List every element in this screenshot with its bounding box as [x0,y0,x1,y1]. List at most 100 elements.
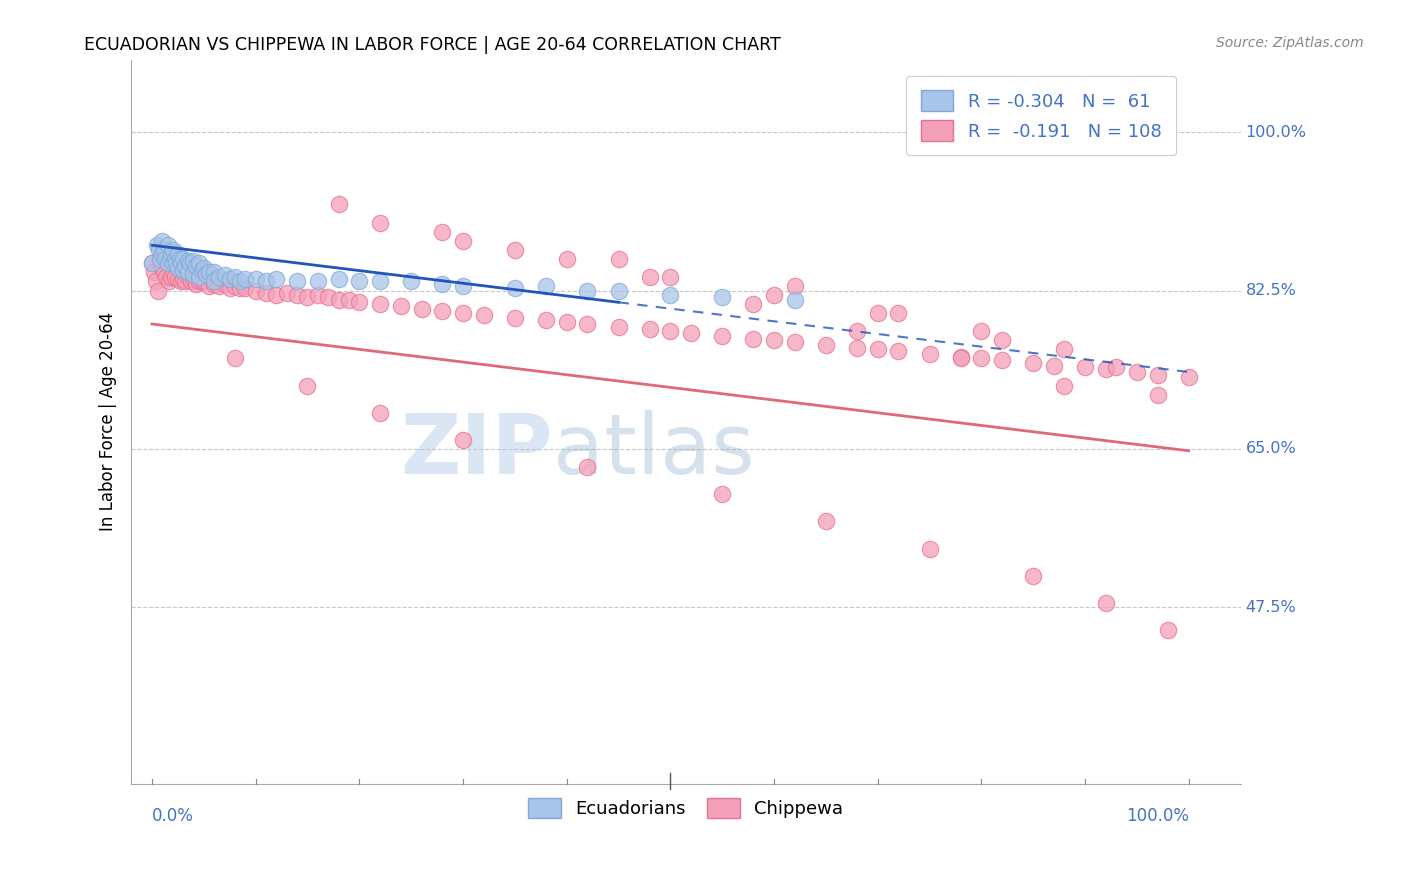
Point [866,306,889,320]
Point [411,301,433,316]
Point [233,281,256,295]
Point [174,275,197,289]
Point [229,281,252,295]
Point [607,319,630,334]
Point [451,279,474,293]
Point [198,279,221,293]
Point [177,253,200,268]
Point [1022,356,1045,370]
Point [887,344,910,359]
Point [742,331,765,345]
Point [368,297,391,311]
Point [202,265,225,279]
Point [297,378,319,392]
Point [183,253,205,268]
Point [218,281,240,295]
Point [193,275,215,289]
Text: atlas: atlas [553,410,755,491]
Point [451,234,474,248]
Point [285,275,308,289]
Point [150,234,173,248]
Point [1094,362,1116,376]
Point [159,252,181,266]
Point [763,288,786,302]
Point [711,290,734,304]
Point [153,265,176,279]
Point [503,243,526,257]
Point [432,225,454,239]
Point [172,262,194,277]
Point [638,322,661,336]
Point [174,259,197,273]
Point [190,275,212,289]
Point [970,351,993,366]
Point [576,317,599,331]
Point [145,275,167,289]
Point [1043,359,1066,373]
Point [711,487,734,501]
Point [159,247,181,261]
Point [214,277,236,292]
Point [638,269,661,284]
Point [503,310,526,325]
Point [157,275,180,289]
Point [172,252,194,266]
Point [866,343,889,357]
Point [1126,365,1149,379]
Point [297,290,319,304]
Point [576,460,599,475]
Point [141,256,163,270]
Text: 82.5%: 82.5% [1246,283,1296,298]
Point [156,256,179,270]
Point [155,269,177,284]
Point [432,277,454,292]
Point [170,256,193,270]
Point [208,269,231,284]
Point [814,338,837,352]
Point [555,252,578,266]
Point [159,269,181,284]
Point [190,262,212,277]
Point [349,275,371,289]
Point [368,406,391,420]
Point [266,271,288,285]
Point [276,286,298,301]
Point [162,243,184,257]
Point [846,324,869,338]
Point [555,315,578,329]
Point [918,347,941,361]
Point [167,247,190,261]
Point [194,267,217,281]
Point [233,271,256,285]
Point [1146,387,1168,401]
Point [1157,623,1180,637]
Point [534,313,557,327]
Point [208,279,231,293]
Point [163,269,186,284]
Point [307,288,329,302]
Point [607,252,630,266]
Point [162,265,184,279]
Point [887,306,910,320]
Point [783,293,806,307]
Point [814,515,837,529]
Point [183,267,205,281]
Point [193,260,215,275]
Point [472,308,495,322]
Point [224,269,246,284]
Point [148,284,170,298]
Point [349,295,371,310]
Legend: Ecuadorians, Chippewa: Ecuadorians, Chippewa [522,790,851,826]
Point [198,265,221,279]
Point [156,238,179,252]
Point [918,541,941,556]
Point [177,265,200,279]
Point [169,252,191,266]
Point [991,334,1014,348]
Point [184,259,207,273]
Point [218,271,240,285]
Point [742,297,765,311]
Point [254,286,277,301]
Point [1053,378,1076,392]
Point [368,275,391,289]
